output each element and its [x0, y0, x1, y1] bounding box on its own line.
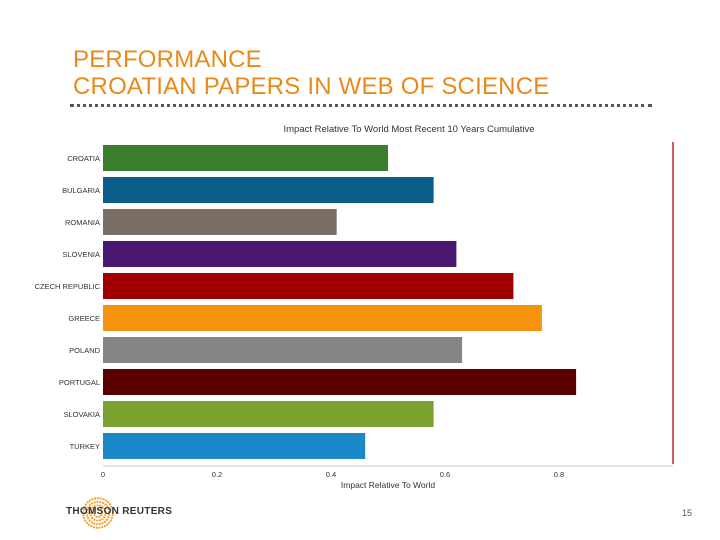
bar-greece — [103, 305, 542, 331]
slide-title: PERFORMANCE CROATIAN PAPERS IN WEB OF SC… — [73, 46, 549, 100]
bar-romania — [103, 209, 337, 235]
category-label: ROMANIA — [65, 218, 100, 227]
category-label: TURKEY — [70, 442, 100, 451]
chart-title: Impact Relative To World Most Recent 10 … — [284, 124, 535, 135]
x-axis-label: Impact Relative To World — [341, 480, 435, 490]
bar-chart: Impact Relative To World Most Recent 10 … — [35, 124, 674, 490]
category-label: CZECH REPUBLIC — [35, 282, 101, 291]
brand-name: THOMSON REUTERS — [66, 506, 173, 517]
bar-croatia — [103, 145, 388, 171]
category-label: PORTUGAL — [59, 378, 100, 387]
bar-turkey — [103, 433, 366, 459]
bar-czech-republic — [103, 273, 514, 299]
page-number: 15 — [682, 508, 693, 518]
x-tick-label: 0 — [101, 470, 105, 479]
bar-slovakia — [103, 401, 434, 427]
category-label: SLOVENIA — [62, 250, 100, 259]
bar-portugal — [103, 369, 577, 395]
category-label: GREECE — [68, 314, 100, 323]
x-tick-label: 0.4 — [326, 470, 336, 479]
slide-title-line1: PERFORMANCE — [73, 46, 262, 73]
category-label: BULGARIA — [62, 186, 100, 195]
bar-bulgaria — [103, 177, 434, 203]
x-tick-label: 0.6 — [440, 470, 450, 479]
thomson-reuters-logo-icon — [82, 497, 114, 529]
title-divider — [70, 104, 652, 107]
slide-title-line2: CROATIAN PAPERS IN WEB OF SCIENCE — [73, 73, 550, 100]
category-label: CROATIA — [67, 154, 100, 163]
x-tick-label: 0.8 — [554, 470, 564, 479]
x-tick-label: 0.2 — [212, 470, 222, 479]
bar-slovenia — [103, 241, 457, 267]
bar-poland — [103, 337, 463, 363]
category-label: SLOVAKIA — [63, 410, 100, 419]
category-label: POLAND — [69, 346, 100, 355]
